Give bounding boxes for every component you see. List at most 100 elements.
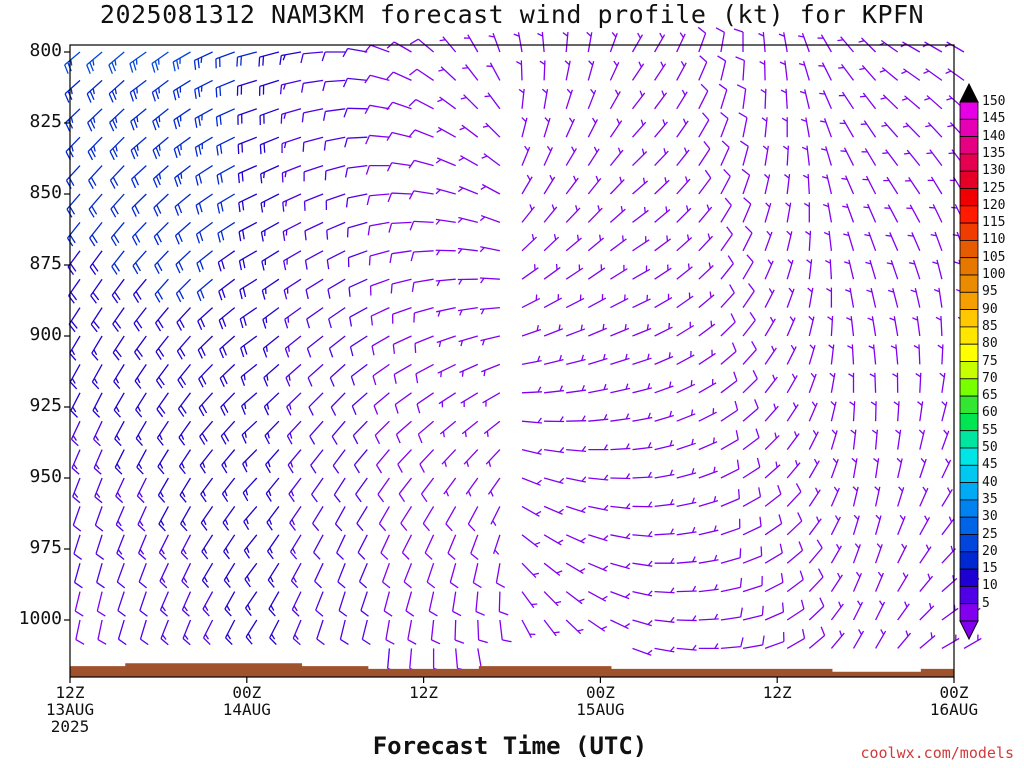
wind-barb bbox=[676, 321, 695, 337]
wind-barb bbox=[764, 230, 773, 252]
wind-barb bbox=[919, 632, 936, 649]
wind-barb bbox=[733, 28, 744, 52]
y-tick-label: 875 bbox=[29, 253, 62, 274]
colorbar-segment bbox=[959, 603, 979, 622]
wind-barb bbox=[852, 543, 861, 564]
wind-barb bbox=[742, 370, 758, 394]
wind-barb bbox=[610, 324, 630, 337]
wind-barb bbox=[588, 562, 609, 572]
wind-barb bbox=[160, 619, 170, 646]
wind-barb bbox=[88, 165, 103, 189]
wind-barb bbox=[609, 89, 621, 110]
wind-barb bbox=[632, 590, 653, 597]
colorbar-label: 145 bbox=[982, 111, 1006, 127]
wind-barb bbox=[808, 568, 824, 593]
wind-barb bbox=[720, 371, 738, 394]
wind-barb bbox=[720, 284, 735, 309]
wind-barb bbox=[736, 84, 747, 109]
wind-barb bbox=[566, 445, 587, 452]
wind-barb bbox=[906, 204, 921, 223]
wind-barb bbox=[455, 648, 467, 672]
wind-barb bbox=[342, 77, 368, 88]
wind-barb bbox=[199, 449, 214, 474]
wind-barb bbox=[587, 146, 600, 166]
wind-barb bbox=[807, 287, 814, 308]
wind-barb bbox=[159, 562, 169, 589]
wind-barb bbox=[156, 392, 169, 418]
wind-barb bbox=[632, 471, 653, 479]
wind-barb bbox=[698, 466, 718, 479]
wind-barb bbox=[808, 344, 816, 365]
wind-barb bbox=[435, 188, 456, 195]
wind-barb bbox=[96, 563, 105, 589]
wind-barb bbox=[386, 41, 412, 53]
wind-barb bbox=[200, 477, 214, 503]
wind-barb bbox=[267, 534, 280, 560]
wind-barb bbox=[112, 307, 125, 332]
wind-barb bbox=[720, 226, 733, 252]
wind-barb bbox=[521, 534, 541, 548]
wind-barb bbox=[830, 630, 845, 649]
wind-barb bbox=[369, 278, 390, 296]
wind-barb bbox=[676, 292, 694, 309]
wind-barb bbox=[742, 428, 760, 451]
wind-barb bbox=[610, 503, 631, 510]
wind-barb bbox=[312, 506, 324, 532]
wind-barb bbox=[116, 562, 126, 589]
wind-barb bbox=[487, 477, 501, 497]
wind-barb bbox=[698, 496, 719, 508]
wind-barb bbox=[219, 363, 236, 388]
wind-barb bbox=[259, 136, 280, 155]
wind-barb bbox=[897, 514, 906, 536]
wind-barb bbox=[879, 39, 899, 53]
wind-barb bbox=[924, 95, 943, 110]
wind-barb bbox=[869, 372, 877, 393]
wind-barb bbox=[654, 646, 675, 653]
wind-barb bbox=[216, 165, 236, 185]
wind-barb bbox=[302, 136, 324, 152]
wind-barb bbox=[565, 591, 585, 605]
wind-barb bbox=[265, 449, 280, 474]
wind-barb bbox=[460, 94, 479, 110]
wind-barb bbox=[360, 591, 369, 617]
wind-barb bbox=[221, 477, 236, 503]
wind-barb bbox=[301, 79, 324, 93]
wind-barb bbox=[799, 89, 810, 109]
wind-barb bbox=[609, 205, 626, 223]
wind-barb bbox=[939, 372, 946, 393]
wind-barb bbox=[565, 234, 582, 252]
wind-barb bbox=[117, 591, 126, 617]
wind-barb bbox=[609, 32, 618, 53]
wind-barb bbox=[909, 259, 921, 280]
wind-barb bbox=[109, 165, 125, 189]
wind-barb bbox=[610, 619, 631, 630]
wind-barb bbox=[588, 414, 609, 422]
wind-barb bbox=[222, 506, 236, 531]
wind-barb bbox=[945, 68, 965, 81]
wind-barb bbox=[910, 287, 921, 308]
wind-barb bbox=[565, 324, 586, 337]
wind-barb bbox=[698, 55, 708, 81]
colorbar-label: 130 bbox=[982, 163, 1006, 179]
wind-barb bbox=[286, 392, 302, 416]
wind-barb bbox=[281, 164, 302, 183]
wind-barb bbox=[87, 108, 103, 132]
wind-barb bbox=[676, 118, 689, 138]
wind-barb bbox=[69, 335, 81, 361]
wind-barb bbox=[220, 420, 236, 445]
wind-barb bbox=[342, 47, 368, 58]
wind-barb bbox=[903, 149, 921, 167]
wind-barb bbox=[414, 335, 434, 353]
wind-barb bbox=[482, 392, 501, 407]
wind-barb bbox=[178, 420, 192, 446]
wind-barb bbox=[261, 250, 280, 271]
wind-barb bbox=[842, 203, 855, 223]
colorbar-segment bbox=[959, 170, 979, 189]
colorbar-segment bbox=[959, 551, 979, 570]
wind-barb bbox=[543, 294, 562, 309]
wind-barb bbox=[74, 591, 84, 617]
wind-barb bbox=[720, 313, 736, 337]
wind-barb bbox=[337, 562, 346, 589]
wind-barb bbox=[111, 278, 125, 304]
wind-barb bbox=[180, 506, 192, 532]
